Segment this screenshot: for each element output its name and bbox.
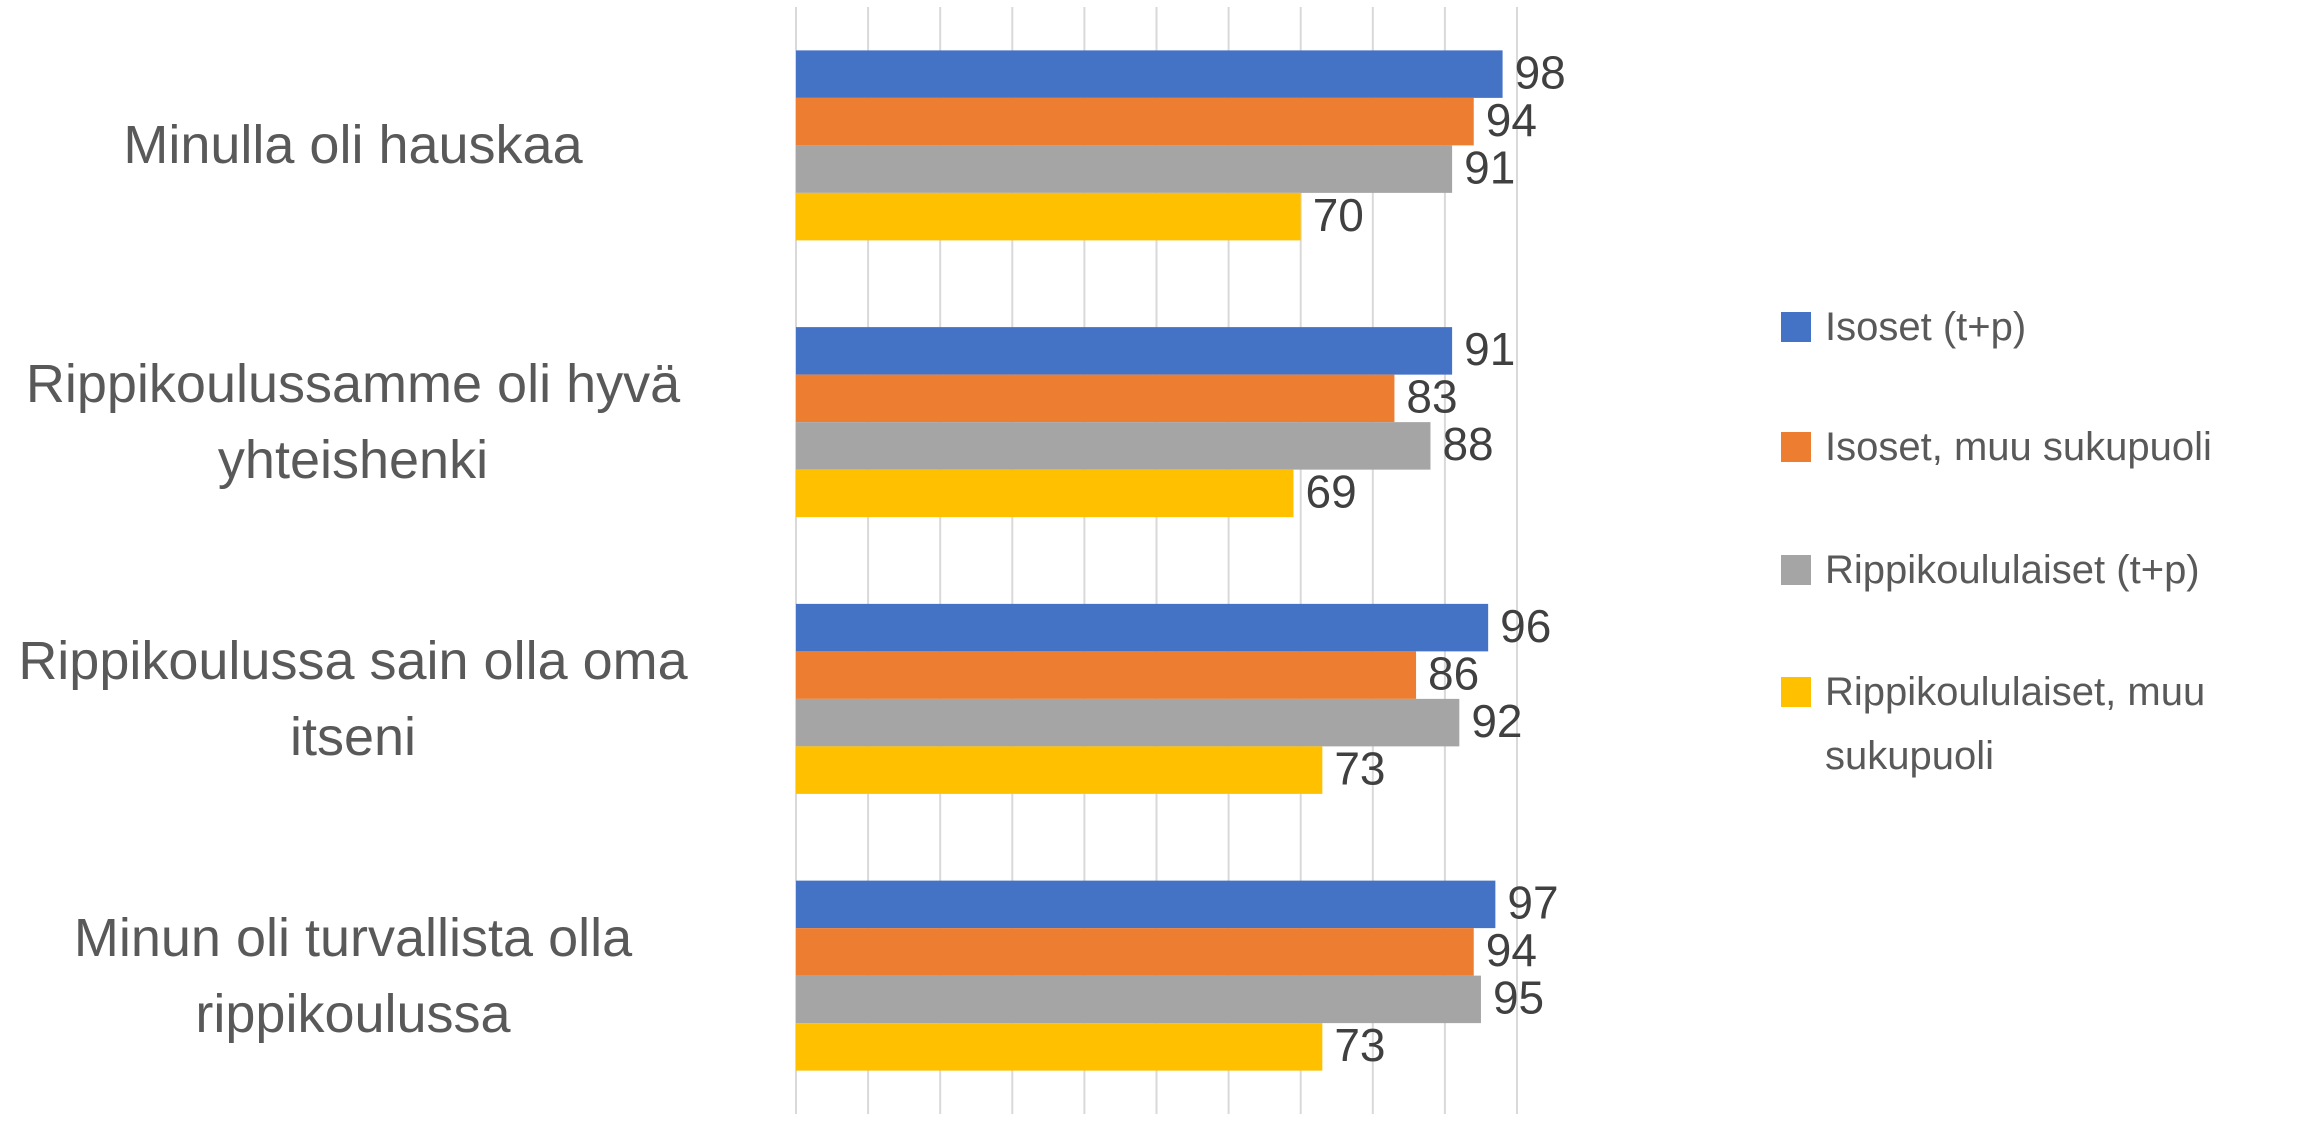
bar — [796, 880, 1496, 929]
category-label: Minun oli turvallista olla rippikoulussa — [73, 907, 633, 1044]
category-label: Minulla oli hauskaa — [123, 115, 583, 176]
bar — [796, 97, 1474, 146]
bar — [796, 50, 1503, 98]
legend-label: Rippikoululaiset, muu sukupuoli — [1825, 670, 2206, 778]
category-label: Rippikoulussa sain olla oma itseni — [18, 630, 688, 767]
bar — [796, 145, 1453, 193]
legend-swatch — [1781, 312, 1811, 342]
bar — [796, 651, 1417, 699]
value-label: 94 — [1486, 94, 1537, 146]
legend-label: Rippikoululaiset (t+p) — [1825, 548, 2200, 592]
value-label: 83 — [1406, 371, 1457, 423]
bar — [796, 746, 1323, 794]
value-label: 94 — [1486, 924, 1537, 976]
value-label: 91 — [1464, 141, 1515, 193]
value-label: 69 — [1305, 466, 1356, 518]
legend-swatch — [1781, 555, 1811, 585]
bar — [796, 469, 1294, 518]
value-label: 96 — [1500, 600, 1551, 652]
bar — [796, 928, 1474, 976]
value-label: 92 — [1471, 695, 1522, 747]
value-label: 70 — [1313, 189, 1364, 241]
legend-swatch — [1781, 677, 1811, 707]
value-label: 91 — [1464, 323, 1515, 375]
bar — [796, 1023, 1323, 1071]
value-label: 73 — [1334, 742, 1385, 794]
value-label: 95 — [1493, 972, 1544, 1024]
value-label: 98 — [1515, 46, 1566, 98]
category-label: Rippikoulussamme oli hyvä yhteishenki — [25, 354, 681, 491]
bar — [796, 603, 1489, 652]
legend-label: Isoset, muu sukupuoli — [1825, 425, 2212, 469]
bar — [796, 698, 1460, 747]
bar — [796, 374, 1395, 423]
legend-label: Isoset (t+p) — [1825, 305, 2027, 349]
value-label: 97 — [1507, 877, 1558, 929]
bar — [796, 975, 1481, 1024]
bar — [796, 422, 1431, 470]
value-label: 88 — [1442, 418, 1493, 470]
legend-swatch — [1781, 432, 1811, 462]
bar — [796, 327, 1453, 375]
bar — [796, 192, 1301, 241]
value-label: 86 — [1428, 647, 1479, 699]
value-label: 73 — [1334, 1019, 1385, 1071]
